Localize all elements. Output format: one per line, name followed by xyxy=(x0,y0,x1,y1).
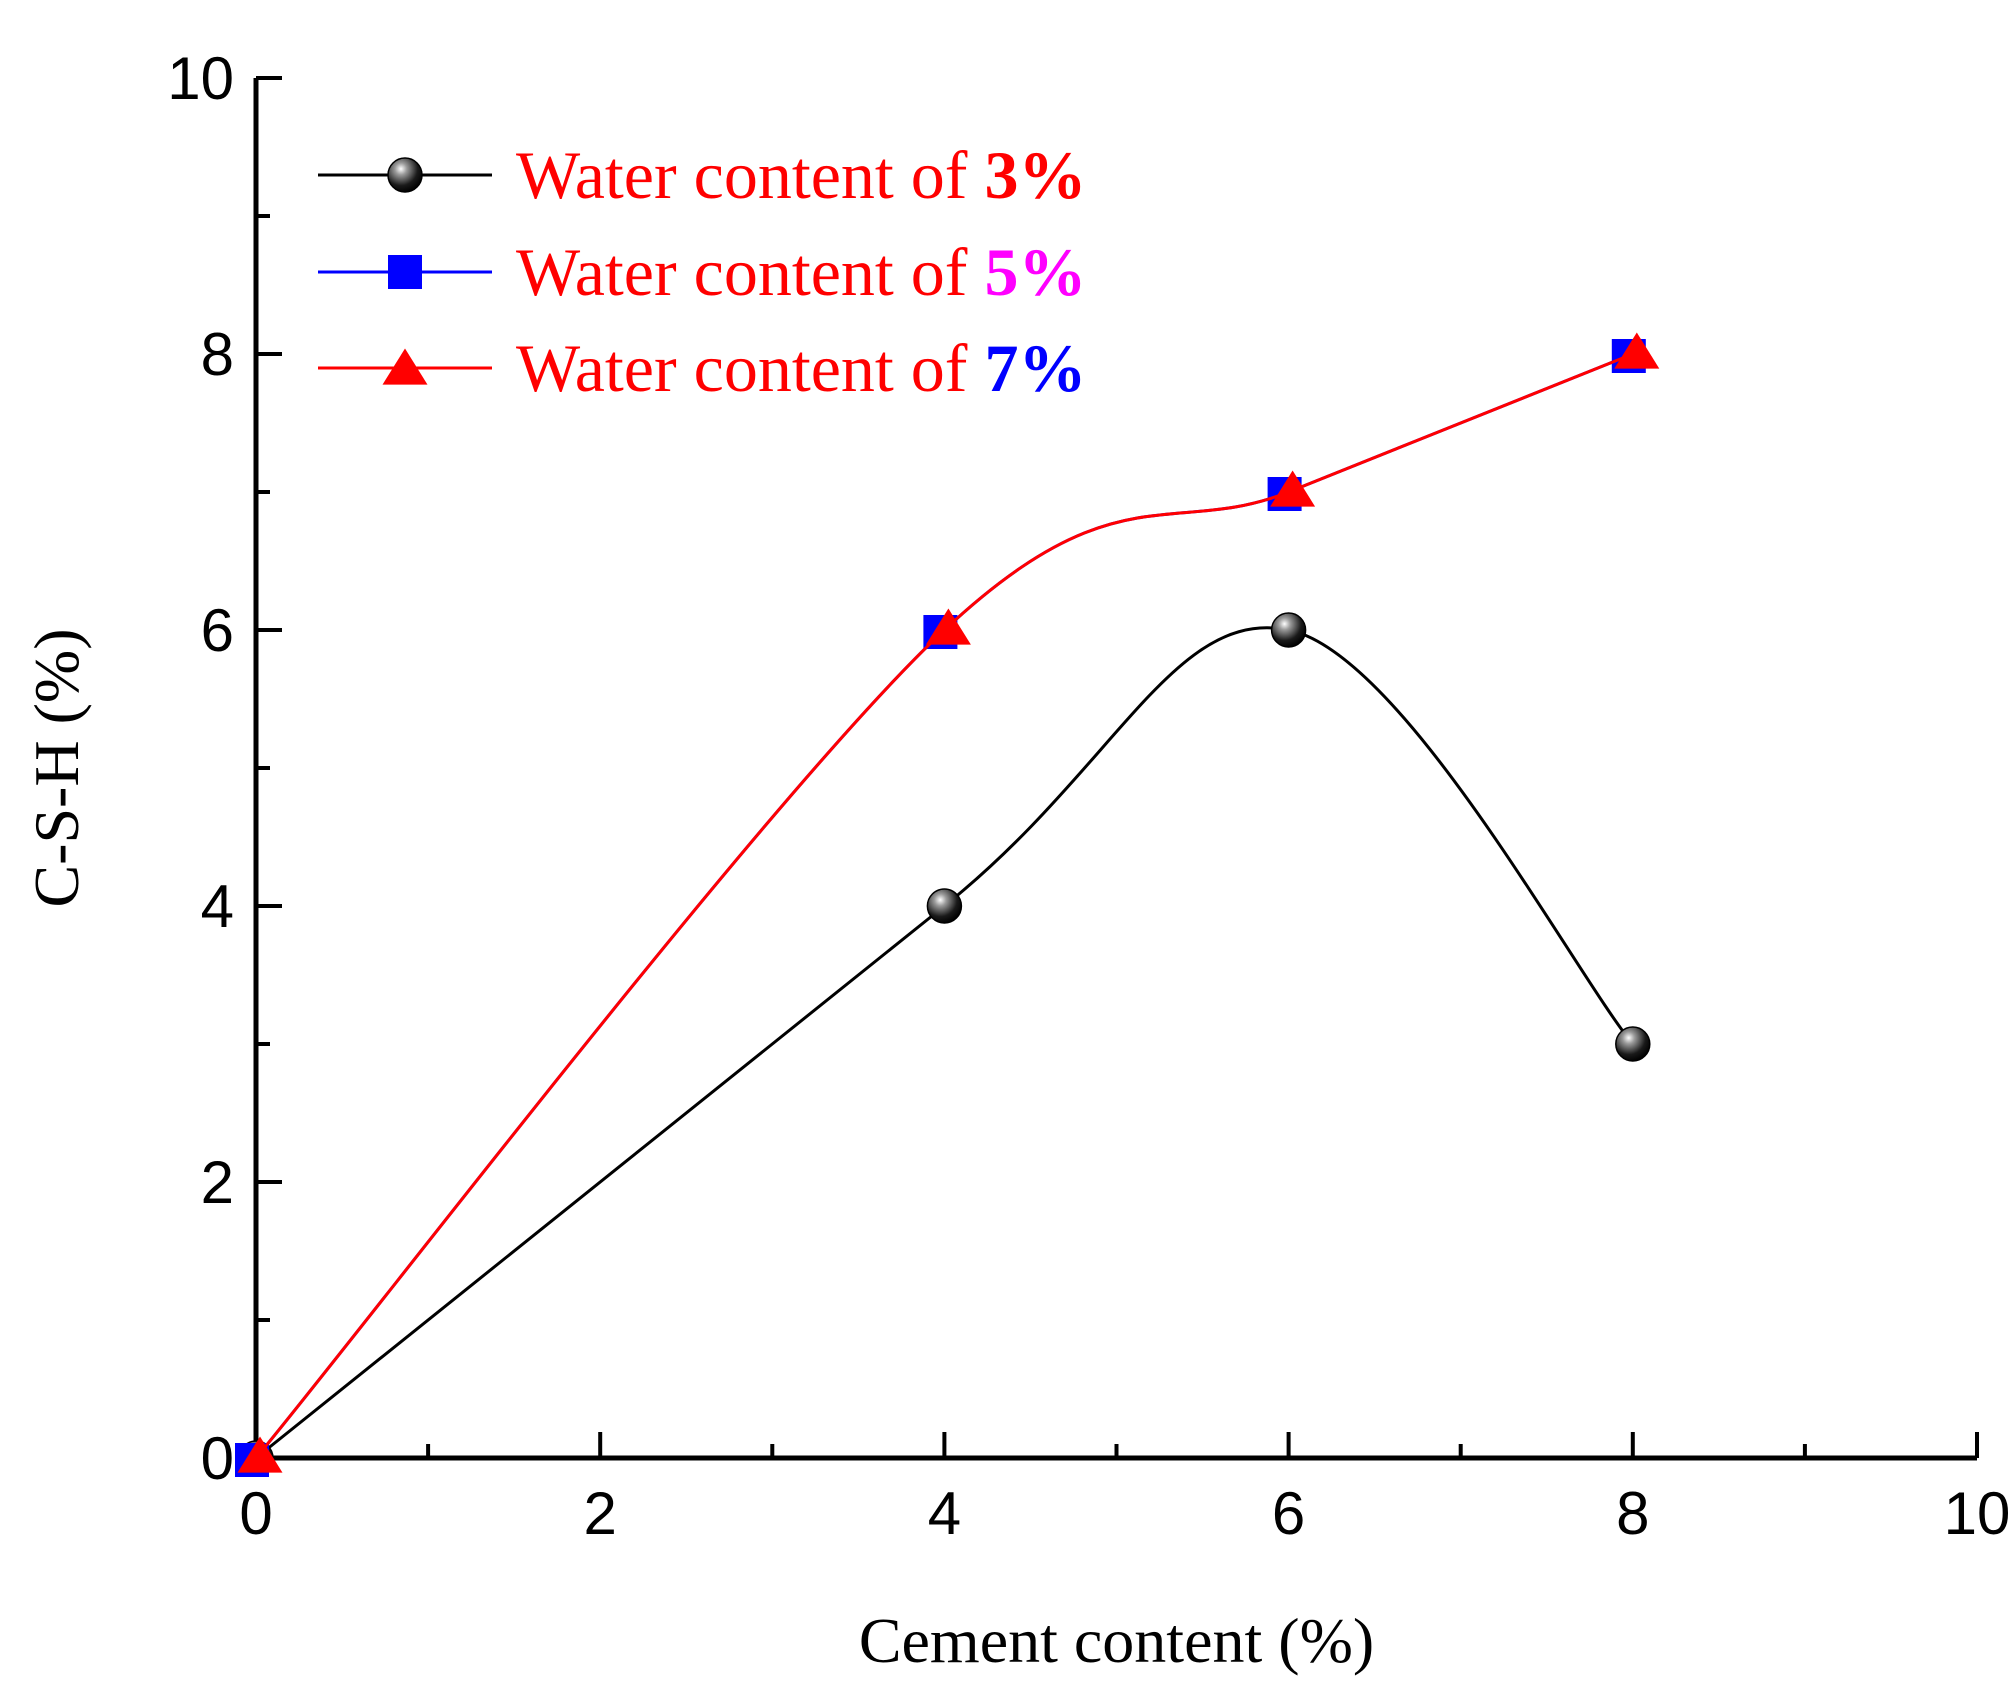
y-tick-label: 0 xyxy=(201,1425,234,1492)
y-tick-label: 4 xyxy=(201,873,234,940)
series-line xyxy=(254,352,1634,1459)
x-tick-label: 8 xyxy=(1616,1480,1649,1547)
data-point xyxy=(1270,612,1307,648)
legend-label-value: 3% xyxy=(984,137,1086,213)
y-tick-label: 6 xyxy=(201,597,234,664)
y-axis-title: C-S-H (%) xyxy=(21,628,92,907)
series-layer xyxy=(235,332,1660,1477)
legend-marker xyxy=(382,348,428,385)
legend-item-0: Water content of 3% xyxy=(318,137,1086,213)
legend-label: Water content of 7% xyxy=(516,330,1086,406)
y-tick-label: 2 xyxy=(201,1149,234,1216)
axes: 0 2 4 6 8 10 0 2 4 6 8 10 xyxy=(167,45,2010,1547)
legend-label: Water content of 5% xyxy=(516,234,1086,310)
legend-label: Water content of 3% xyxy=(516,137,1086,213)
x-tick-label: 2 xyxy=(584,1480,617,1547)
legend-item-2: Water content of 7% xyxy=(318,330,1086,406)
x-tick-label: 4 xyxy=(928,1480,961,1547)
legend-item-1: Water content of 5% xyxy=(318,234,1086,310)
legend: Water content of 3%Water content of 5%Wa… xyxy=(318,137,1086,406)
series-2 xyxy=(237,332,1660,1473)
x-tick-label: 0 xyxy=(239,1480,272,1547)
legend-label-prefix: Water content of xyxy=(516,330,984,406)
data-point xyxy=(926,888,963,924)
data-point xyxy=(237,1436,283,1473)
legend-label-prefix: Water content of xyxy=(516,234,984,310)
legend-label-prefix: Water content of xyxy=(516,137,984,213)
y-tick-label: 8 xyxy=(201,321,234,388)
legend-marker xyxy=(387,157,423,193)
x-axis-title: Cement content (%) xyxy=(859,1605,1374,1676)
y-tick-label: 10 xyxy=(167,45,234,112)
data-point xyxy=(1614,332,1660,369)
x-tick-label: 6 xyxy=(1272,1480,1305,1547)
legend-marker xyxy=(388,255,422,289)
legend-label-value: 5% xyxy=(984,234,1086,310)
series-0 xyxy=(238,612,1651,1476)
x-tick-label: 10 xyxy=(1944,1480,2011,1547)
legend-label-value: 7% xyxy=(984,330,1086,406)
series-line xyxy=(255,626,1634,1460)
data-point xyxy=(1270,470,1316,507)
data-point xyxy=(1615,1026,1651,1062)
data-point xyxy=(925,608,971,645)
